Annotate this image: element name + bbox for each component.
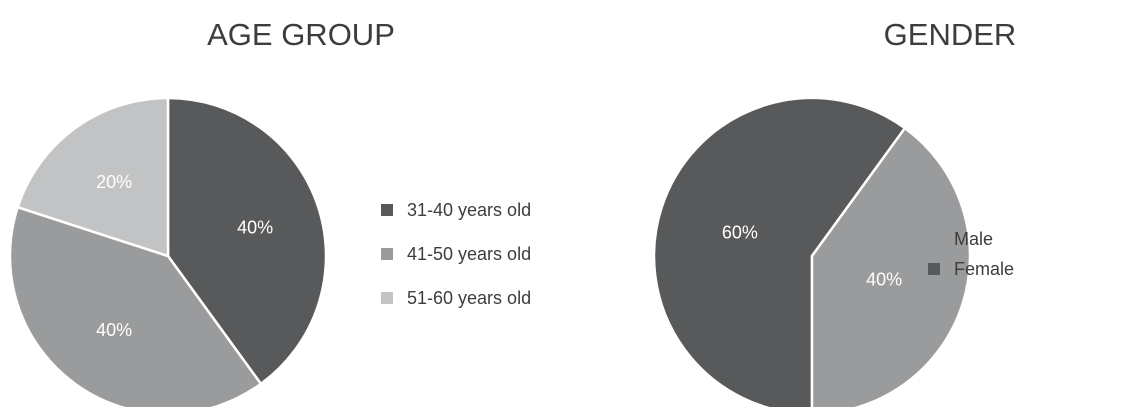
age-slice-41-50-years-old [8, 205, 263, 407]
gender-legend-swatch-male [928, 233, 940, 245]
gender-slice-female [652, 96, 907, 407]
age-legend-label-31-40-years-old: 31-40 years old [407, 200, 531, 220]
age-group-title: AGE GROUP [207, 17, 395, 52]
gender-legend-swatch-female [928, 263, 940, 275]
gender-title: GENDER [884, 17, 1017, 52]
age-legend-swatch-41-50-years-old [381, 248, 393, 260]
gender-slice-label-male: 40% [866, 269, 902, 289]
gender-chart: GENDER 60% 40% Male Female [652, 17, 1017, 407]
age-legend-swatch-31-40-years-old [381, 204, 393, 216]
gender-legend-label-male: Male [954, 229, 993, 249]
gender-slice-male [810, 126, 972, 407]
gender-legend-label-female: Female [954, 259, 1014, 279]
age-slice-label-31-40-years-old: 40% [237, 218, 273, 238]
age-slice-51-60-years-old [16, 96, 170, 258]
age-legend-label-41-50-years-old: 41-50 years old [407, 244, 531, 264]
age-slice-label-41-50-years-old: 40% [96, 320, 132, 340]
gender-slice-label-female: 60% [722, 223, 758, 243]
age-slice-31-40-years-old [166, 96, 328, 386]
age-legend-swatch-51-60-years-old [381, 292, 393, 304]
age-slice-label-51-60-years-old: 20% [96, 172, 132, 192]
age-legend-label-51-60-years-old: 51-60 years old [407, 288, 531, 308]
age-group-chart: AGE GROUP 40% 40% 20% 31-40 years old 41-50 … [8, 17, 531, 407]
